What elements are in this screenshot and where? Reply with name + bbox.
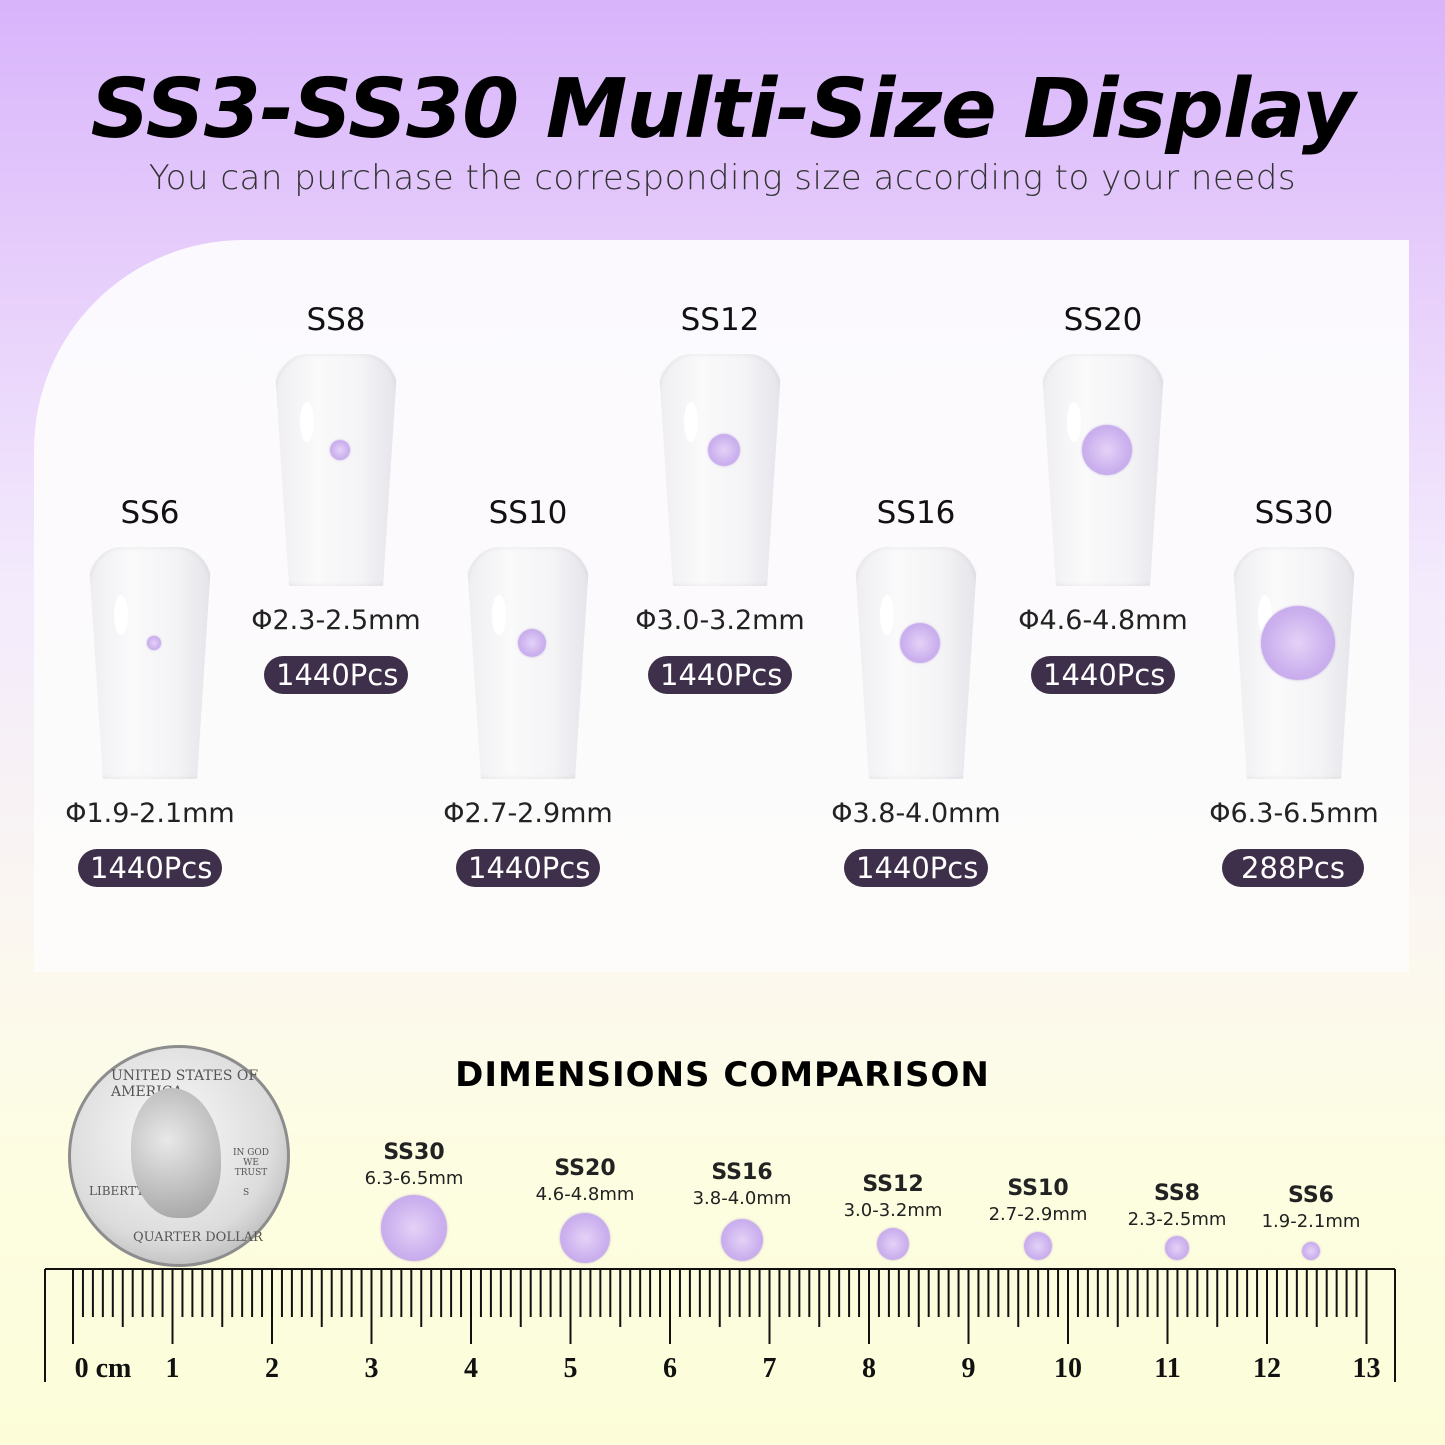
nail-shine	[114, 595, 128, 635]
comparison-size-label: SS16	[711, 1160, 773, 1185]
nail-shine	[684, 402, 698, 442]
ruler-label: 13	[1353, 1353, 1381, 1384]
ruler-label: 4	[464, 1353, 478, 1384]
ruler-label: 12	[1253, 1353, 1281, 1384]
comparison-size-label: SS20	[554, 1156, 616, 1181]
diameter-label: Φ4.6-4.8mm	[1018, 605, 1188, 636]
diameter-label: Φ3.0-3.2mm	[635, 605, 805, 636]
nail-tip-image	[854, 547, 978, 779]
rhinestone-icon	[1261, 606, 1335, 680]
comparison-range-label: 2.3-2.5mm	[1127, 1209, 1227, 1230]
diameter-label: Φ2.3-2.5mm	[251, 605, 421, 636]
coin-motto: IN GOD WE TRUST	[232, 1148, 270, 1178]
size-label: SS12	[680, 302, 760, 338]
nail-tip-image	[88, 547, 212, 779]
coin-portrait	[131, 1088, 221, 1218]
rhinestone-icon	[721, 1219, 763, 1261]
comparison-size-label: SS10	[1007, 1176, 1069, 1201]
quantity-badge: 1440Pcs	[456, 849, 600, 887]
rhinestone-icon	[1165, 1236, 1189, 1260]
page-title: SS3-SS30 Multi-Size Display	[90, 62, 1356, 157]
size-label: SS6	[120, 495, 180, 531]
comparison-size-label: SS6	[1287, 1183, 1334, 1208]
rhinestone-icon	[1024, 1232, 1052, 1260]
ruler-label: 3	[365, 1353, 379, 1384]
comparison-size-label: SS30	[383, 1140, 445, 1165]
ruler-label: 2	[265, 1353, 279, 1384]
nail-tip-image	[1041, 354, 1165, 586]
size-label: SS8	[306, 302, 366, 338]
nail-shine	[1067, 402, 1081, 442]
diameter-label: Φ2.7-2.9mm	[443, 798, 613, 829]
nail-tip-image	[1232, 547, 1356, 779]
quantity-badge: 1440Pcs	[844, 849, 988, 887]
size-label: SS30	[1254, 495, 1334, 531]
rhinestone-icon	[708, 434, 740, 466]
nail-shine	[492, 595, 506, 635]
quantity-badge: 288Pcs	[1222, 849, 1364, 887]
comparison-range-label: 3.8-4.0mm	[692, 1188, 792, 1209]
rhinestone-icon	[1082, 425, 1132, 475]
ruler-label: 9	[962, 1353, 976, 1384]
coin-liberty: LIBERTY	[89, 1184, 145, 1198]
rhinestone-icon	[518, 629, 546, 657]
diameter-label: Φ1.9-2.1mm	[65, 798, 235, 829]
size-label: SS16	[876, 495, 956, 531]
ruler-label: 6	[663, 1353, 677, 1384]
page-subtitle: You can purchase the corresponding size …	[148, 158, 1297, 198]
comparison-range-label: 4.6-4.8mm	[535, 1184, 635, 1205]
rhinestone-icon	[560, 1213, 610, 1263]
coin-text-bottom: QUARTER DOLLAR	[133, 1230, 263, 1245]
diameter-label: Φ3.8-4.0mm	[831, 798, 1001, 829]
comparison-range-label: 2.7-2.9mm	[988, 1204, 1088, 1225]
rhinestone-icon	[381, 1195, 447, 1261]
quantity-badge: 1440Pcs	[648, 656, 792, 694]
nail-tip-image	[274, 354, 398, 586]
rhinestone-icon	[147, 636, 161, 650]
nail-shine	[300, 402, 314, 442]
rhinestone-icon	[1302, 1242, 1320, 1260]
ruler-label: 11	[1154, 1353, 1180, 1384]
quarter-coin-image: UNITED STATES OF AMERICA IN GOD WE TRUST…	[68, 1045, 290, 1267]
diameter-label: Φ6.3-6.5mm	[1209, 798, 1379, 829]
nail-shine	[880, 595, 894, 635]
quantity-badge: 1440Pcs	[1031, 656, 1175, 694]
nail-tip-image	[466, 547, 590, 779]
ruler-label: 8	[862, 1353, 876, 1384]
ruler-label: 0 cm	[75, 1353, 132, 1384]
size-label: SS10	[488, 495, 568, 531]
quantity-badge: 1440Pcs	[264, 656, 408, 694]
comparison-title: DIMENSIONS COMPARISON	[455, 1055, 990, 1095]
rhinestone-icon	[330, 440, 350, 460]
comparison-range-label: 3.0-3.2mm	[843, 1200, 943, 1221]
ruler-label: 10	[1054, 1353, 1082, 1384]
nail-tip-image	[658, 354, 782, 586]
ruler-label: 7	[763, 1353, 777, 1384]
comparison-size-label: SS12	[862, 1172, 924, 1197]
rhinestone-icon	[877, 1228, 909, 1260]
ruler-label: 1	[166, 1353, 180, 1384]
quantity-badge: 1440Pcs	[78, 849, 222, 887]
comparison-range-label: 1.9-2.1mm	[1261, 1211, 1361, 1232]
ruler-label: 5	[564, 1353, 578, 1384]
size-label: SS20	[1063, 302, 1143, 338]
coin-mint: S	[243, 1188, 250, 1198]
comparison-size-label: SS8	[1153, 1181, 1200, 1206]
comparison-range-label: 6.3-6.5mm	[364, 1168, 464, 1189]
rhinestone-icon	[900, 623, 940, 663]
